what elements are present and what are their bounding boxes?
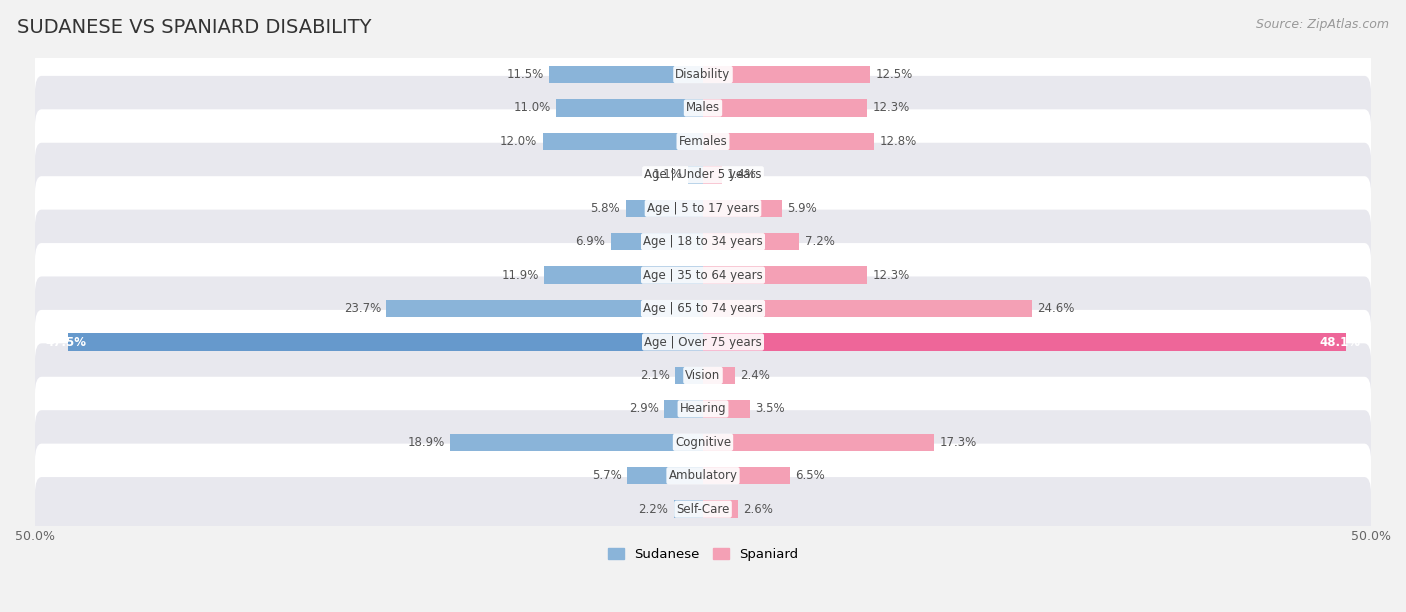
Bar [703, 400, 749, 417]
Text: 2.9%: 2.9% [628, 402, 659, 416]
Bar [626, 200, 703, 217]
FancyBboxPatch shape [35, 42, 1371, 106]
Text: Hearing: Hearing [679, 402, 727, 416]
Bar [703, 66, 870, 83]
Text: Cognitive: Cognitive [675, 436, 731, 449]
Text: 12.0%: 12.0% [501, 135, 537, 148]
Text: Source: ZipAtlas.com: Source: ZipAtlas.com [1256, 18, 1389, 31]
FancyBboxPatch shape [35, 210, 1371, 274]
Text: 1.1%: 1.1% [652, 168, 683, 181]
FancyBboxPatch shape [35, 410, 1371, 474]
FancyBboxPatch shape [35, 110, 1371, 174]
Bar [675, 367, 703, 384]
Text: 2.1%: 2.1% [640, 369, 669, 382]
Text: Age | Over 75 years: Age | Over 75 years [644, 335, 762, 348]
Text: 12.8%: 12.8% [879, 135, 917, 148]
Text: Self-Care: Self-Care [676, 502, 730, 516]
Text: 24.6%: 24.6% [1038, 302, 1074, 315]
Bar [703, 367, 735, 384]
FancyBboxPatch shape [35, 477, 1371, 541]
Text: Ambulatory: Ambulatory [668, 469, 738, 482]
Text: 6.5%: 6.5% [796, 469, 825, 482]
FancyBboxPatch shape [35, 310, 1371, 374]
Text: 11.0%: 11.0% [513, 102, 551, 114]
FancyBboxPatch shape [35, 176, 1371, 241]
Bar [543, 133, 703, 150]
Bar [387, 300, 703, 317]
Text: Age | 18 to 34 years: Age | 18 to 34 years [643, 235, 763, 248]
Text: 17.3%: 17.3% [939, 436, 977, 449]
Text: 7.2%: 7.2% [804, 235, 834, 248]
FancyBboxPatch shape [35, 343, 1371, 408]
Text: 2.2%: 2.2% [638, 502, 668, 516]
Text: 2.4%: 2.4% [741, 369, 770, 382]
Text: Age | 65 to 74 years: Age | 65 to 74 years [643, 302, 763, 315]
Text: Vision: Vision [685, 369, 721, 382]
Bar [703, 266, 868, 284]
Bar [550, 66, 703, 83]
Text: 1.4%: 1.4% [727, 168, 756, 181]
Text: Females: Females [679, 135, 727, 148]
Bar [673, 501, 703, 518]
FancyBboxPatch shape [35, 277, 1371, 341]
Text: 5.7%: 5.7% [592, 469, 621, 482]
Text: 48.1%: 48.1% [1319, 335, 1361, 348]
Legend: Sudanese, Spaniard: Sudanese, Spaniard [603, 542, 803, 566]
Text: Disability: Disability [675, 68, 731, 81]
Text: 12.3%: 12.3% [873, 269, 910, 282]
Text: 11.5%: 11.5% [506, 68, 544, 81]
Text: 12.3%: 12.3% [873, 102, 910, 114]
Text: SUDANESE VS SPANIARD DISABILITY: SUDANESE VS SPANIARD DISABILITY [17, 18, 371, 37]
Bar [610, 233, 703, 250]
Text: 2.6%: 2.6% [744, 502, 773, 516]
Text: 6.9%: 6.9% [575, 235, 606, 248]
Bar [703, 133, 875, 150]
Bar [555, 99, 703, 117]
Bar [703, 300, 1032, 317]
Text: Age | 35 to 64 years: Age | 35 to 64 years [643, 269, 763, 282]
FancyBboxPatch shape [35, 444, 1371, 508]
Bar [627, 467, 703, 485]
FancyBboxPatch shape [35, 76, 1371, 140]
Bar [703, 501, 738, 518]
FancyBboxPatch shape [35, 143, 1371, 207]
Bar [664, 400, 703, 417]
Text: 3.5%: 3.5% [755, 402, 785, 416]
Text: 23.7%: 23.7% [344, 302, 381, 315]
Bar [69, 334, 703, 351]
Bar [689, 166, 703, 184]
Text: 47.5%: 47.5% [45, 335, 87, 348]
Bar [450, 434, 703, 451]
Bar [703, 434, 934, 451]
Bar [703, 99, 868, 117]
Bar [703, 200, 782, 217]
Text: 5.9%: 5.9% [787, 202, 817, 215]
Text: 5.8%: 5.8% [591, 202, 620, 215]
Bar [703, 467, 790, 485]
Text: Males: Males [686, 102, 720, 114]
Text: Age | Under 5 years: Age | Under 5 years [644, 168, 762, 181]
Bar [703, 166, 721, 184]
Bar [703, 233, 799, 250]
Text: Age | 5 to 17 years: Age | 5 to 17 years [647, 202, 759, 215]
Bar [703, 334, 1346, 351]
Text: 12.5%: 12.5% [876, 68, 912, 81]
FancyBboxPatch shape [35, 377, 1371, 441]
Text: 18.9%: 18.9% [408, 436, 446, 449]
Bar [544, 266, 703, 284]
Text: 11.9%: 11.9% [502, 269, 538, 282]
FancyBboxPatch shape [35, 243, 1371, 307]
